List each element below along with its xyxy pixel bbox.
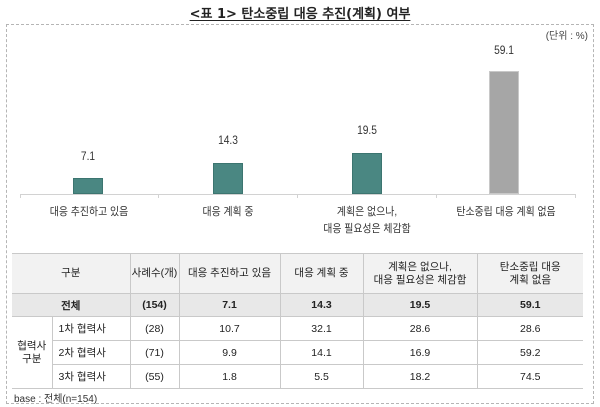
table-row: 3차 협력사 (55) 1.8 5.5 18.2 74.5	[12, 364, 583, 389]
axis-tick	[297, 194, 298, 198]
bar-2	[213, 163, 243, 194]
chart-frame	[6, 24, 594, 404]
bar-3	[352, 153, 382, 194]
category-label: 대응 계획 중	[202, 206, 254, 218]
table-row: 협력사 구분 1차 협력사 (28) 10.7 32.1 28.6 28.6	[12, 316, 583, 389]
header-col3: 계획은 없으나, 대응 필요성은 체감함	[362, 253, 478, 294]
table-header-row: 구분 사례수(개) 대응 추진하고 있음 대응 계획 중 계획은 없으나, 대응 …	[12, 253, 583, 294]
page-title: <표 1> 탄소중립 대응 추진(계획) 여부	[189, 7, 411, 22]
data-table: 구분 사례수(개) 대응 추진하고 있음 대응 계획 중 계획은 없으나, 대응 …	[12, 253, 583, 389]
axis-tick	[575, 194, 576, 198]
axis-tick	[436, 194, 437, 198]
header-col2: 대응 계획 중	[279, 253, 364, 294]
category-label: 계획은 없으나, 대응 필요성은 체감함	[323, 206, 411, 235]
header-count: 사례수(개)	[129, 253, 180, 294]
bar-value-label: 19.5	[357, 123, 377, 137]
base-note: base : 전체(n=154)	[14, 394, 98, 405]
bar-1	[73, 178, 103, 194]
bar-value-label: 59.1	[494, 43, 514, 57]
header-col1: 대응 추진하고 있음	[178, 253, 281, 294]
bar-4	[489, 71, 519, 194]
axis-tick	[158, 194, 159, 198]
group-label: 협력사 구분	[12, 316, 53, 389]
header-col4: 탄소중립 대응 계획 없음	[476, 253, 583, 294]
x-axis	[20, 194, 576, 195]
bar-value-label: 7.1	[80, 149, 96, 163]
unit-label: (단위 : %)	[545, 31, 588, 42]
table-row-total: 전체 (154) 7.1 14.3 19.5 59.1	[12, 293, 583, 317]
category-label: 대응 추진하고 있음	[49, 206, 129, 218]
header-category: 구분	[12, 253, 131, 294]
table-row: 2차 협력사 (71) 9.9 14.1 16.9 59.2	[12, 340, 583, 365]
bar-value-label: 14.3	[218, 133, 238, 147]
axis-tick	[20, 194, 21, 198]
category-label: 탄소중립 대응 계획 없음	[456, 206, 556, 218]
